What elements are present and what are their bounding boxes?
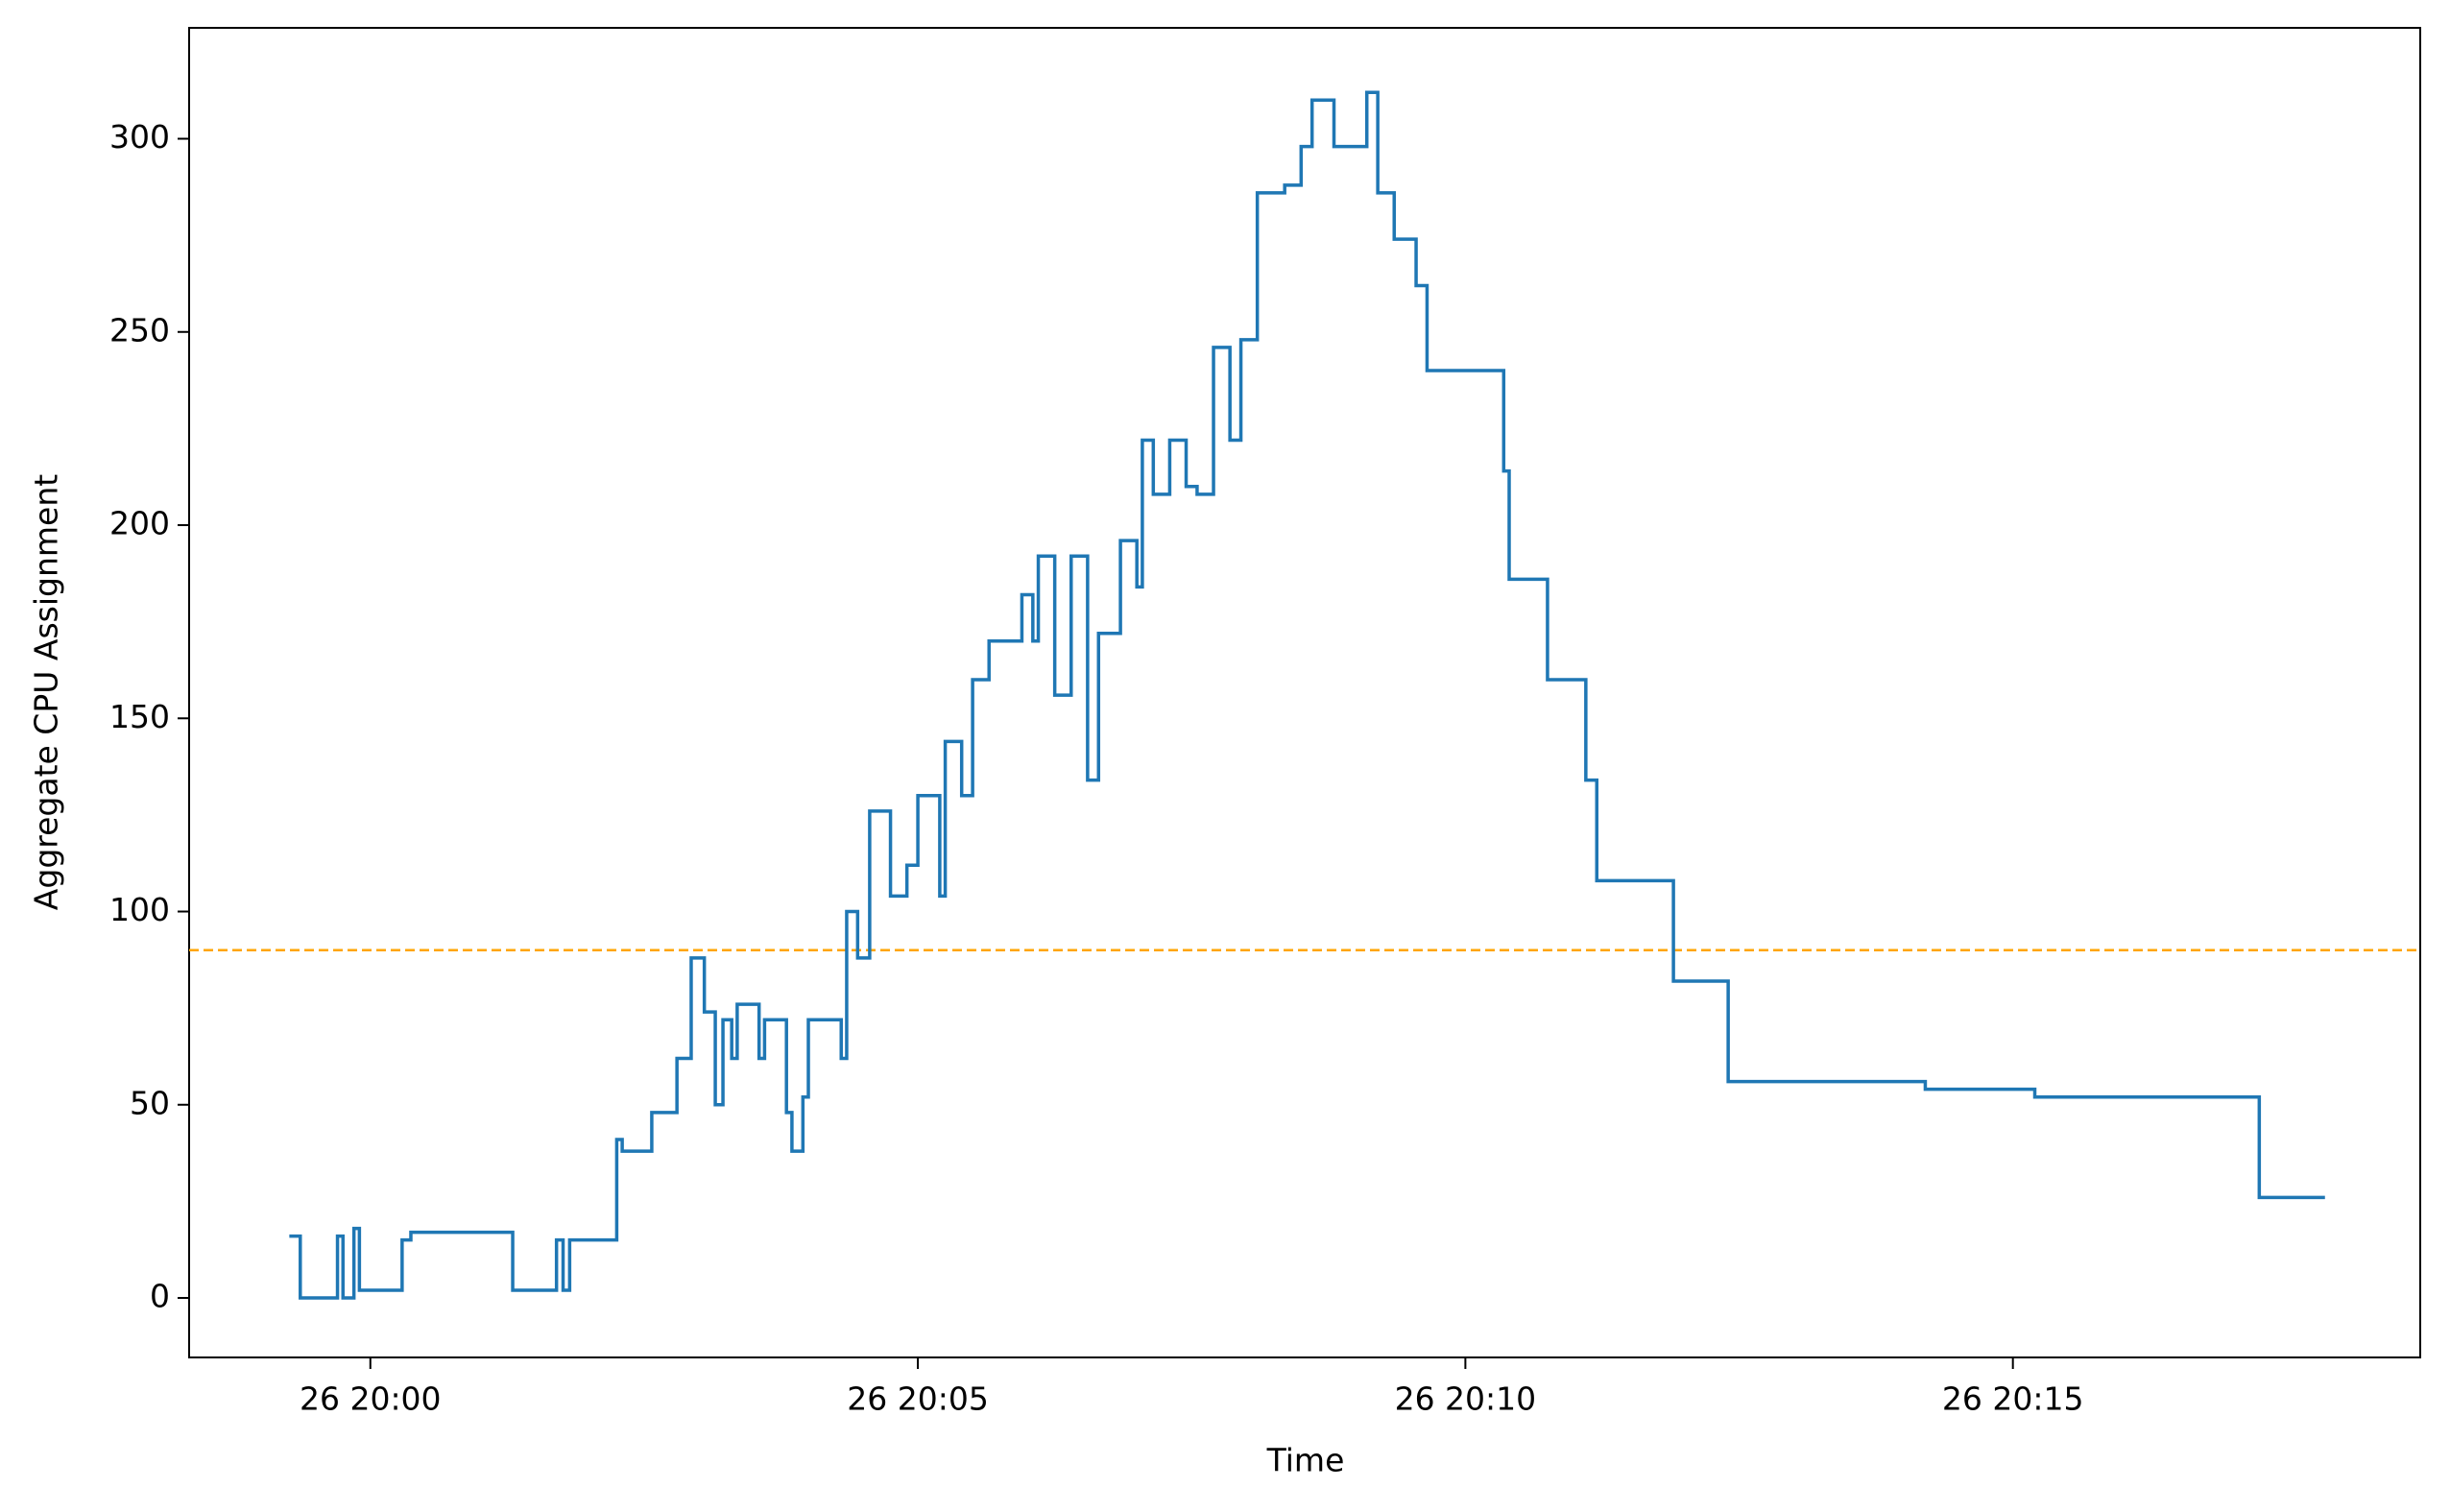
axes-frame [188, 27, 2421, 1358]
y-tick-label: 250 [109, 311, 170, 348]
x-tick-label: 26 20:10 [1395, 1380, 1537, 1418]
y-tick-label: 300 [109, 118, 170, 156]
cpu-line [289, 90, 2325, 1300]
x-tick-label: 26 20:05 [847, 1380, 989, 1418]
y-tick-label: 50 [130, 1084, 170, 1121]
x-tick-label: 26 20:15 [1942, 1380, 2084, 1418]
x-tick-label: 26 20:00 [300, 1380, 442, 1418]
y-tick-label: 200 [109, 505, 170, 542]
x-axis-label: Time [1266, 1442, 1345, 1479]
y-tick-label: 150 [109, 698, 170, 735]
y-tick-label: 0 [150, 1278, 170, 1315]
y-tick-label: 100 [109, 891, 170, 928]
y-axis-label: Aggregate CPU Assignment [28, 474, 65, 910]
